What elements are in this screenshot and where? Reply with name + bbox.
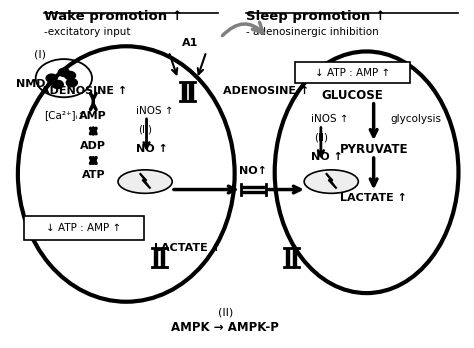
Text: AMP: AMP bbox=[80, 111, 107, 121]
Text: (II): (II) bbox=[314, 133, 328, 143]
Text: ↓ ATP : AMP ↑: ↓ ATP : AMP ↑ bbox=[315, 68, 390, 78]
Text: GLUCOSE: GLUCOSE bbox=[321, 89, 383, 102]
Bar bbox=[240, 186, 266, 188]
Bar bbox=[293, 248, 296, 267]
Polygon shape bbox=[140, 174, 150, 188]
Text: ↓ ATP : AMP ↑: ↓ ATP : AMP ↑ bbox=[46, 223, 121, 233]
Bar bbox=[190, 82, 193, 101]
Text: ADENOSINE ↑: ADENOSINE ↑ bbox=[41, 86, 127, 96]
Text: Sleep promotion ↑: Sleep promotion ↑ bbox=[246, 10, 386, 23]
Bar bbox=[161, 248, 164, 267]
Polygon shape bbox=[327, 174, 336, 188]
Text: NO ↑: NO ↑ bbox=[136, 144, 168, 154]
Text: (II): (II) bbox=[138, 125, 152, 135]
Text: NO↑: NO↑ bbox=[239, 166, 267, 175]
Text: -excitatory input: -excitatory input bbox=[44, 27, 130, 37]
Text: PYRUVATE: PYRUVATE bbox=[339, 143, 408, 156]
FancyArrowPatch shape bbox=[222, 22, 263, 35]
Text: (II): (II) bbox=[218, 308, 233, 318]
Text: ATP: ATP bbox=[82, 170, 105, 180]
FancyBboxPatch shape bbox=[24, 216, 144, 239]
Text: ADP: ADP bbox=[80, 141, 106, 151]
Text: AMPK → AMPK-P: AMPK → AMPK-P bbox=[171, 321, 279, 334]
Text: ADENOSINE ↑: ADENOSINE ↑ bbox=[223, 86, 309, 96]
Bar bbox=[240, 191, 266, 193]
Text: LACTATE ↑: LACTATE ↑ bbox=[154, 243, 221, 253]
Text: NO ↑: NO ↑ bbox=[311, 152, 343, 162]
Bar bbox=[154, 248, 157, 267]
Text: A1: A1 bbox=[182, 38, 198, 48]
Text: LACTATE ↑: LACTATE ↑ bbox=[340, 193, 407, 203]
Bar bbox=[182, 82, 186, 101]
Ellipse shape bbox=[118, 170, 172, 193]
Text: Wake promotion ↑: Wake promotion ↑ bbox=[44, 10, 182, 23]
Text: NMDA: NMDA bbox=[16, 79, 54, 89]
Ellipse shape bbox=[304, 170, 358, 193]
Text: - adenosinergic inhibition: - adenosinergic inhibition bbox=[246, 27, 379, 37]
Text: glycolysis: glycolysis bbox=[390, 114, 441, 125]
Text: [Ca²⁺]ᵢ↑: [Ca²⁺]ᵢ↑ bbox=[44, 110, 86, 120]
Bar bbox=[286, 248, 289, 267]
Text: (I): (I) bbox=[35, 50, 46, 60]
Text: iNOS ↑: iNOS ↑ bbox=[136, 106, 173, 116]
Text: iNOS ↑: iNOS ↑ bbox=[311, 114, 349, 125]
FancyBboxPatch shape bbox=[295, 63, 410, 83]
